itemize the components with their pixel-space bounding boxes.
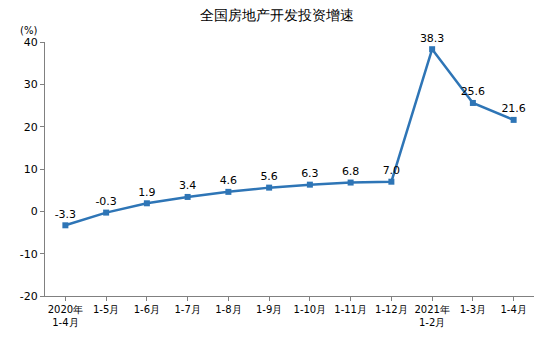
svg-text:-20: -20 [20,290,38,303]
svg-text:10: 10 [24,163,38,176]
svg-text:-10: -10 [20,248,38,261]
svg-text:7.0: 7.0 [383,164,401,177]
svg-text:1-4月: 1-4月 [500,304,526,315]
svg-text:全国房地产开发投资增速: 全国房地产开发投资增速 [200,7,354,23]
svg-text:2021年1-2月: 2021年1-2月 [414,304,449,328]
svg-text:-3.3: -3.3 [55,208,76,221]
svg-text:1-5月: 1-5月 [93,304,119,315]
svg-text:20: 20 [24,121,38,134]
svg-text:1-9月: 1-9月 [256,304,282,315]
svg-text:5.6: 5.6 [260,170,278,183]
svg-text:6.3: 6.3 [301,167,319,180]
svg-text:-0.3: -0.3 [95,195,116,208]
svg-text:0: 0 [31,205,38,218]
svg-text:1-12月: 1-12月 [375,304,408,315]
svg-text:3.4: 3.4 [179,179,197,192]
svg-text:1-10月: 1-10月 [294,304,327,315]
svg-text:40: 40 [24,36,38,49]
svg-text:1.9: 1.9 [138,186,156,199]
svg-text:(%): (%) [20,25,37,36]
svg-text:1-8月: 1-8月 [215,304,241,315]
svg-text:1-3月: 1-3月 [460,304,486,315]
svg-text:30: 30 [24,78,38,91]
svg-text:38.3: 38.3 [420,32,445,45]
svg-text:25.6: 25.6 [461,85,486,98]
svg-text:2020年1-4月: 2020年1-4月 [48,304,83,328]
svg-text:21.6: 21.6 [501,102,526,115]
svg-text:4.6: 4.6 [220,174,238,187]
svg-text:1-6月: 1-6月 [134,304,160,315]
svg-text:1-7月: 1-7月 [174,304,200,315]
svg-text:6.8: 6.8 [342,165,360,178]
svg-text:1-11月: 1-11月 [334,304,367,315]
